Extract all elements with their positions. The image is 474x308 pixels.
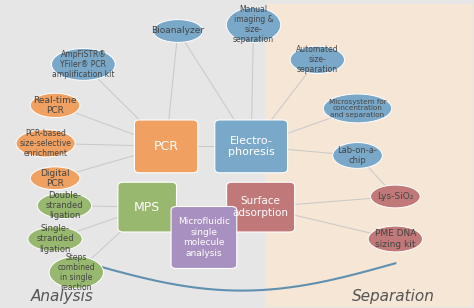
Text: Automated
size-
separation: Automated size- separation xyxy=(296,45,338,75)
Text: Microfluidic
single
molecule
analysis: Microfluidic single molecule analysis xyxy=(178,217,230,257)
Text: Electro-
phoresis: Electro- phoresis xyxy=(228,136,274,157)
FancyBboxPatch shape xyxy=(118,182,176,232)
Text: Microsystem for
concentration
and separation: Microsystem for concentration and separa… xyxy=(328,99,386,118)
Ellipse shape xyxy=(290,46,345,74)
Text: Steps
combined
in single
reaction: Steps combined in single reaction xyxy=(57,253,95,292)
Ellipse shape xyxy=(153,20,203,43)
Ellipse shape xyxy=(16,130,75,157)
Bar xyxy=(0,4,265,307)
Text: Bioanalyzer: Bioanalyzer xyxy=(151,26,204,35)
Text: Lys-SiO₂: Lys-SiO₂ xyxy=(377,192,413,201)
Text: AmpFiSTR®
YFiler® PCR
amplification kit: AmpFiSTR® YFiler® PCR amplification kit xyxy=(52,50,115,79)
Text: Real-time
PCR: Real-time PCR xyxy=(33,96,77,115)
Ellipse shape xyxy=(371,185,420,208)
Text: Separation: Separation xyxy=(352,289,434,304)
Ellipse shape xyxy=(52,48,115,80)
Ellipse shape xyxy=(49,257,103,288)
Ellipse shape xyxy=(28,227,82,251)
Text: Double-
stranded
ligation: Double- stranded ligation xyxy=(46,191,83,220)
Text: PCR: PCR xyxy=(154,140,179,153)
FancyBboxPatch shape xyxy=(171,206,237,269)
Ellipse shape xyxy=(30,167,80,190)
Text: MPS: MPS xyxy=(134,201,160,214)
Text: PME DNA
sizing kit: PME DNA sizing kit xyxy=(374,229,416,249)
Bar xyxy=(265,4,474,307)
Text: Manual
imaging &
size-
separation: Manual imaging & size- separation xyxy=(233,5,274,44)
Text: Analysis: Analysis xyxy=(31,289,93,304)
Ellipse shape xyxy=(368,226,422,252)
Text: Single-
stranded
ligation: Single- stranded ligation xyxy=(36,225,74,253)
Ellipse shape xyxy=(227,7,281,43)
Text: Digital
PCR: Digital PCR xyxy=(40,169,70,188)
Ellipse shape xyxy=(30,93,80,118)
FancyBboxPatch shape xyxy=(135,120,198,173)
Text: PCR-based
size-selective
enrichment: PCR-based size-selective enrichment xyxy=(19,129,72,158)
Ellipse shape xyxy=(37,193,91,218)
FancyBboxPatch shape xyxy=(227,182,295,232)
Text: Lab-on-a-
chip: Lab-on-a- chip xyxy=(337,146,377,165)
Ellipse shape xyxy=(333,143,383,168)
FancyBboxPatch shape xyxy=(215,120,288,173)
Ellipse shape xyxy=(323,94,392,123)
Text: Surface
adsorption: Surface adsorption xyxy=(233,196,289,218)
